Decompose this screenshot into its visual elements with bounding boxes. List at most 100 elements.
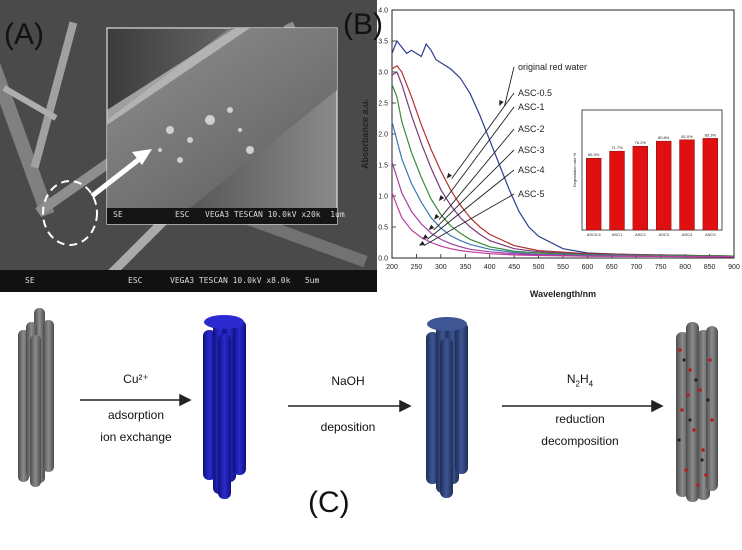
y-tick-label: 0.5 — [378, 225, 388, 232]
y-tick-label: 4.0 — [378, 8, 388, 15]
series-pointer-5 — [427, 169, 515, 240]
inset-scale-label-right: VEGA3 TESCAN 10.0kV x20k 1um — [205, 210, 345, 219]
x-tick-label: 200 — [386, 264, 398, 271]
inset-scale-label-mid: ESC — [175, 210, 190, 219]
inset-bar-value-1: 71.7% — [611, 145, 623, 150]
inset-bar-1 — [609, 150, 625, 231]
panel-label-c: (C) — [308, 486, 350, 519]
decorated-fiber-bundle — [676, 322, 718, 502]
series-pointer-1 — [451, 92, 515, 179]
sem-image — [0, 0, 377, 292]
inset-y-title: Degradation rate % — [572, 152, 577, 187]
inset-bar-3 — [656, 140, 672, 231]
series-pointer-3 — [438, 128, 515, 220]
series-pointer-head — [428, 224, 435, 231]
inset-bar-value-0: 65.3% — [588, 152, 600, 157]
x-tick-label: 250 — [411, 264, 423, 271]
y-tick-label: 0.0 — [378, 256, 388, 263]
y-tick-label: 2.5 — [378, 101, 388, 108]
zoom-arrow — [90, 155, 144, 198]
x-tick-label: 750 — [655, 264, 667, 271]
series-label-2: ASC-1 — [518, 102, 545, 112]
x-tick-label: 700 — [630, 264, 642, 271]
x-tick-label: 900 — [728, 264, 740, 271]
inset-bar-value-2: 76.2% — [635, 140, 647, 145]
highlight-circle — [42, 180, 98, 246]
synthesis-schematic: Cu²⁺ adsorption ion exchange NaOH deposi… — [0, 300, 742, 545]
inset-bar-value-3: 80.8% — [658, 135, 670, 140]
series-label-4: ASC-3 — [518, 145, 545, 155]
series-line-1 — [391, 65, 735, 257]
step1-process-2: ion exchange — [100, 430, 172, 444]
series-line-0 — [391, 39, 735, 257]
series-pointer-6 — [423, 193, 515, 246]
y-tick-label: 3.5 — [378, 39, 388, 46]
schematic-svg — [18, 308, 718, 502]
series-pointer-head — [422, 234, 429, 240]
series-pointer-head — [446, 172, 452, 179]
step1-process-1: adsorption — [107, 408, 165, 422]
step1-reagent: Cu²⁺ — [123, 372, 149, 386]
panel-label-b: (B) — [343, 8, 383, 41]
sem-scale-label-mid: ESC — [128, 276, 143, 285]
series-pointer-head — [434, 213, 440, 220]
navy-fiber-bundle — [426, 317, 468, 498]
blue-fiber-bundle — [203, 315, 246, 499]
step3-reagent: N2H4 — [566, 372, 594, 389]
series-pointer-2 — [443, 106, 515, 202]
series-label-0: original red water — [518, 62, 587, 72]
series-line-4 — [391, 121, 735, 258]
inset-frame — [581, 109, 723, 231]
series-pointer-head — [438, 195, 445, 201]
inset-category-0: ASC0.5 — [587, 232, 602, 237]
x-tick-label: 300 — [435, 264, 447, 271]
y-tick-label: 2.0 — [378, 132, 388, 139]
series-label-6: ASC-5 — [518, 189, 545, 199]
y-tick-label: 1.5 — [378, 163, 388, 170]
y-tick-label: 1.0 — [378, 194, 388, 201]
series-pointer-0 — [504, 66, 515, 107]
step3-process-1: reduction — [555, 412, 605, 426]
inset-bar-value-5: 83.3% — [705, 132, 717, 137]
series-line-3 — [391, 84, 735, 257]
x-tick-label: 850 — [704, 264, 716, 271]
sem-scale-label-left: SE — [25, 276, 35, 285]
x-tick-label: 800 — [679, 264, 691, 271]
x-tick-label: 350 — [459, 264, 471, 271]
y-tick-label: 3.0 — [378, 70, 388, 77]
x-tick-label: 600 — [582, 264, 594, 271]
series-line-2 — [391, 71, 735, 257]
x-axis-title: Wavelength/nm — [530, 289, 596, 299]
step3-process-2: decomposition — [541, 434, 619, 448]
series-label-3: ASC-2 — [518, 124, 545, 134]
series-pointer-head — [499, 100, 504, 107]
inset-bar-value-4: 82.0% — [681, 134, 693, 139]
x-tick-label: 550 — [557, 264, 569, 271]
inset-category-2: ASC2 — [635, 232, 646, 237]
series-label-5: ASC-4 — [518, 165, 545, 175]
inset-category-4: ASC4 — [682, 232, 693, 237]
inset-category-1: ASC1 — [612, 232, 623, 237]
step2-reagent: NaOH — [331, 374, 365, 388]
step2-process: deposition — [320, 420, 376, 434]
inset-category-3: ASC3 — [658, 232, 669, 237]
absorbance-chart: 0.0 0.5 1.0 1.5 2.0 2.5 3.0 3.5 4.0 200 250 300 350… — [342, 0, 742, 305]
x-tick-label: 650 — [606, 264, 618, 271]
inset-bar-4 — [679, 139, 695, 231]
inset-bar-0 — [585, 157, 602, 231]
series-label-1: ASC-0.5 — [518, 88, 552, 98]
inset-bar-2 — [632, 145, 649, 231]
series-line-6 — [391, 192, 735, 258]
sem-scale-label-right: VEGA3 TESCAN 10.0kV x8.0k 5um — [170, 276, 320, 285]
inset-scale-label-left: SE — [113, 210, 123, 219]
series-line-5 — [391, 161, 735, 258]
gray-fiber-bundle — [18, 308, 54, 487]
chart-svg: 0.0 0.5 1.0 1.5 2.0 2.5 3.0 3.5 4.0 200 250 300 350… — [360, 8, 740, 300]
x-tick-label: 400 — [484, 264, 496, 271]
panel-label-a: (A) — [4, 18, 44, 51]
series-pointer-4 — [433, 149, 515, 231]
sem-image-panel: SE ESC VEGA3 TESCAN 10.0kV x20k 1um SE E… — [0, 0, 377, 292]
x-tick-label: 500 — [533, 264, 545, 271]
inset-category-5: ASC5 — [705, 232, 716, 237]
series-pointer-head — [418, 240, 425, 246]
